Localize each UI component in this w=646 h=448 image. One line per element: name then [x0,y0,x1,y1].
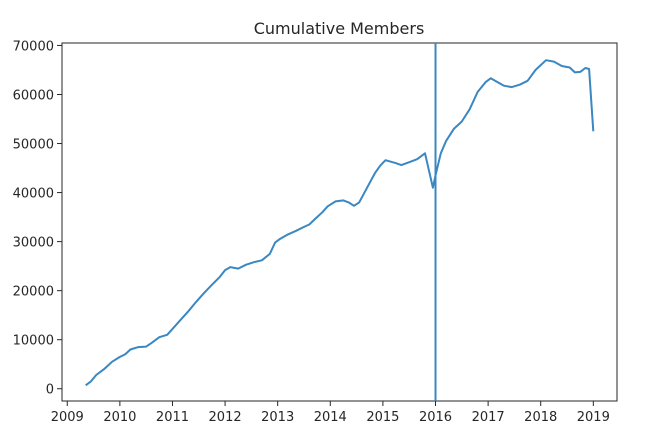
x-tick-label: 2010 [103,410,136,425]
x-axis: 2009 2010 2011 2012 2013 2014 2015 2016 2017 2018… [51,401,610,425]
y-axis: 0 10000 20000 30000 40000 50000 60000 70000 [13,39,62,398]
x-tick-label: 2019 [577,410,610,425]
y-tick-label: 60000 [13,88,54,103]
chart-title: Cumulative Members [254,19,425,38]
x-tick-label: 2013 [261,410,294,425]
x-tick-label: 2018 [524,410,557,425]
x-tick-label: 2016 [419,410,452,425]
y-tick-label: 50000 [13,138,54,153]
x-tick-label: 2017 [472,410,505,425]
y-tick-label: 40000 [13,187,54,202]
x-tick-label: 2015 [366,410,399,425]
y-tick-label: 20000 [13,285,54,300]
x-tick-label: 2009 [51,410,84,425]
y-tick-label: 0 [46,383,54,398]
y-tick-label: 10000 [13,334,54,349]
plot-area [85,43,595,401]
x-tick-label: 2011 [156,410,189,425]
y-tick-label: 70000 [13,39,54,54]
series-line [85,59,595,387]
x-tick-label: 2014 [314,410,347,425]
x-tick-label: 2012 [209,410,242,425]
plot-frame [61,42,618,402]
y-tick-label: 30000 [13,236,54,251]
